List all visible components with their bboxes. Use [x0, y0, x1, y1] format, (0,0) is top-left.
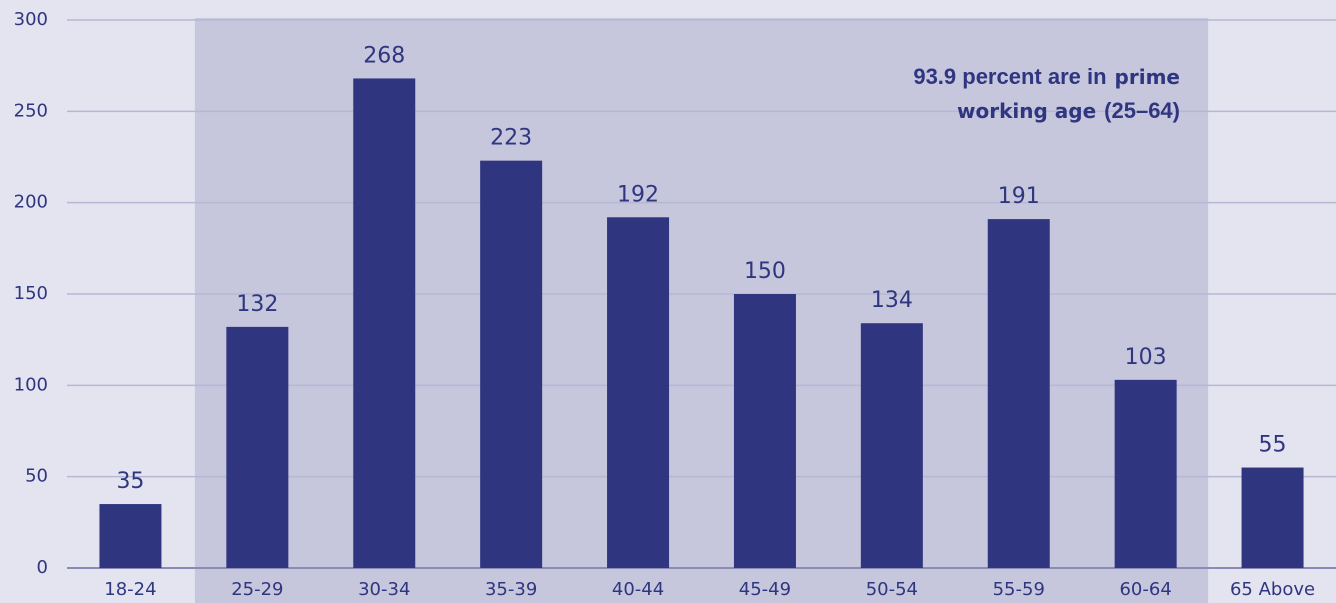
y-tick-label: 150	[14, 283, 48, 304]
bar	[480, 160, 543, 569]
x-tick-label: 55-59	[993, 579, 1045, 600]
y-tick-label: 100	[14, 374, 48, 395]
bar	[226, 326, 289, 568]
value-label: 55	[1259, 433, 1287, 458]
y-tick-label: 0	[37, 557, 48, 578]
bar	[607, 217, 670, 568]
x-tick-label: 65 Above	[1230, 579, 1315, 600]
value-label: 103	[1125, 345, 1167, 370]
value-label: 223	[490, 126, 532, 151]
x-tick-label: 50-54	[866, 579, 918, 600]
bar	[353, 78, 416, 568]
y-tick-label: 250	[14, 100, 48, 121]
bar	[1114, 379, 1177, 568]
y-tick-label: 300	[14, 9, 48, 30]
value-label: 150	[744, 259, 786, 284]
x-tick-label: 60-64	[1119, 579, 1171, 600]
x-tick-label: 40-44	[612, 579, 664, 600]
x-tick-label: 45-49	[739, 579, 791, 600]
value-label: 191	[998, 184, 1040, 209]
annotation-part: 93.9 percent are in	[913, 64, 1106, 89]
annotation-part: (25–64)	[1104, 98, 1180, 123]
value-label: 132	[236, 292, 278, 317]
annotation-part: working age	[957, 99, 1096, 123]
annotation: 93.9 percent are in prime	[913, 64, 1180, 89]
y-tick-label: 200	[14, 192, 48, 213]
bar	[860, 323, 923, 568]
value-label: 192	[617, 182, 659, 207]
value-label: 268	[363, 43, 405, 68]
y-tick-label: 50	[25, 466, 48, 487]
x-tick-label: 18-24	[104, 579, 156, 600]
bar	[987, 219, 1050, 568]
x-tick-label: 25-29	[231, 579, 283, 600]
bar	[733, 294, 796, 568]
annotation-part: prime	[1115, 65, 1180, 89]
value-label: 35	[116, 469, 144, 494]
bar	[99, 504, 162, 568]
value-label: 134	[871, 288, 913, 313]
x-tick-label: 35-39	[485, 579, 537, 600]
annotation: working age (25–64)	[957, 98, 1180, 123]
x-tick-label: 30-34	[358, 579, 410, 600]
bar	[1241, 467, 1304, 568]
